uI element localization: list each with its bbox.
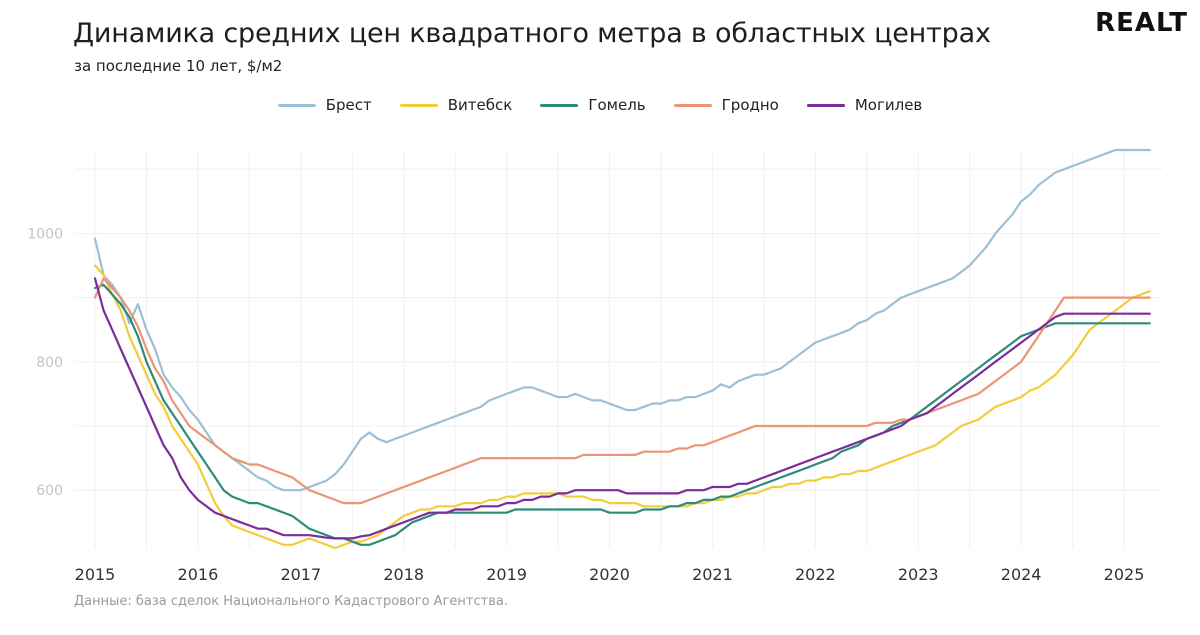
y-axis-ticks: 600 800 1000 — [27, 226, 63, 499]
source-note: Данные: база сделок Национального Кадаст… — [74, 594, 508, 609]
legend-label-vitebsk: Витебск — [447, 96, 513, 114]
legend-swatch-gomel — [540, 103, 579, 107]
series-lines — [93, 148, 1151, 550]
legend-item-vitebsk: Витебск — [399, 96, 513, 114]
x-tick-label: 2022 — [795, 565, 836, 584]
legend-item-brest: Брест — [277, 96, 372, 114]
x-tick-label: 2020 — [589, 565, 630, 584]
legend-item-gomel: Гомель — [540, 96, 646, 114]
chart-title: Динамика средних цен квадратного метра в… — [73, 18, 991, 49]
series-line-Гродно — [93, 277, 1151, 505]
realt-logo: REALT — [1095, 8, 1188, 38]
legend-swatch-vitebsk — [399, 103, 438, 107]
series-line-Витебск — [93, 264, 1151, 550]
legend-item-grodno: Гродно — [673, 96, 779, 114]
grid-lines — [75, 150, 1163, 548]
legend-swatch-brest — [277, 103, 316, 107]
x-tick-label: 2023 — [898, 565, 939, 584]
x-tick-label: 2019 — [486, 565, 527, 584]
legend-label-brest: Брест — [325, 96, 372, 114]
x-tick-label: 2017 — [280, 565, 321, 584]
y-tick-label: 800 — [36, 355, 63, 371]
x-tick-label: 2018 — [383, 565, 424, 584]
chart-subtitle: за последние 10 лет, $/м2 — [74, 57, 283, 75]
series-line-Могилев — [93, 277, 1151, 540]
legend-label-grodno: Гродно — [721, 96, 779, 114]
series-line-Гомель — [93, 283, 1151, 546]
legend-swatch-grodno — [673, 103, 712, 107]
x-axis-ticks: 2015 2016 2017 2018 2019 2020 2021 2022 2023 2024… — [75, 565, 1145, 584]
x-tick-label: 2016 — [178, 565, 219, 584]
legend: Брест Витебск Гомель Гродно Могилев — [0, 96, 1200, 114]
x-tick-label: 2015 — [75, 565, 116, 584]
legend-item-mogilev: Могилев — [806, 96, 923, 114]
x-tick-label: 2025 — [1104, 565, 1145, 584]
x-tick-label: 2024 — [1001, 565, 1042, 584]
legend-label-gomel: Гомель — [588, 96, 646, 114]
legend-swatch-mogilev — [806, 103, 845, 107]
x-tick-label: 2021 — [692, 565, 733, 584]
y-tick-label: 1000 — [27, 226, 63, 242]
legend-label-mogilev: Могилев — [854, 96, 923, 114]
y-tick-label: 600 — [36, 483, 63, 499]
series-line-Брест — [93, 148, 1151, 492]
